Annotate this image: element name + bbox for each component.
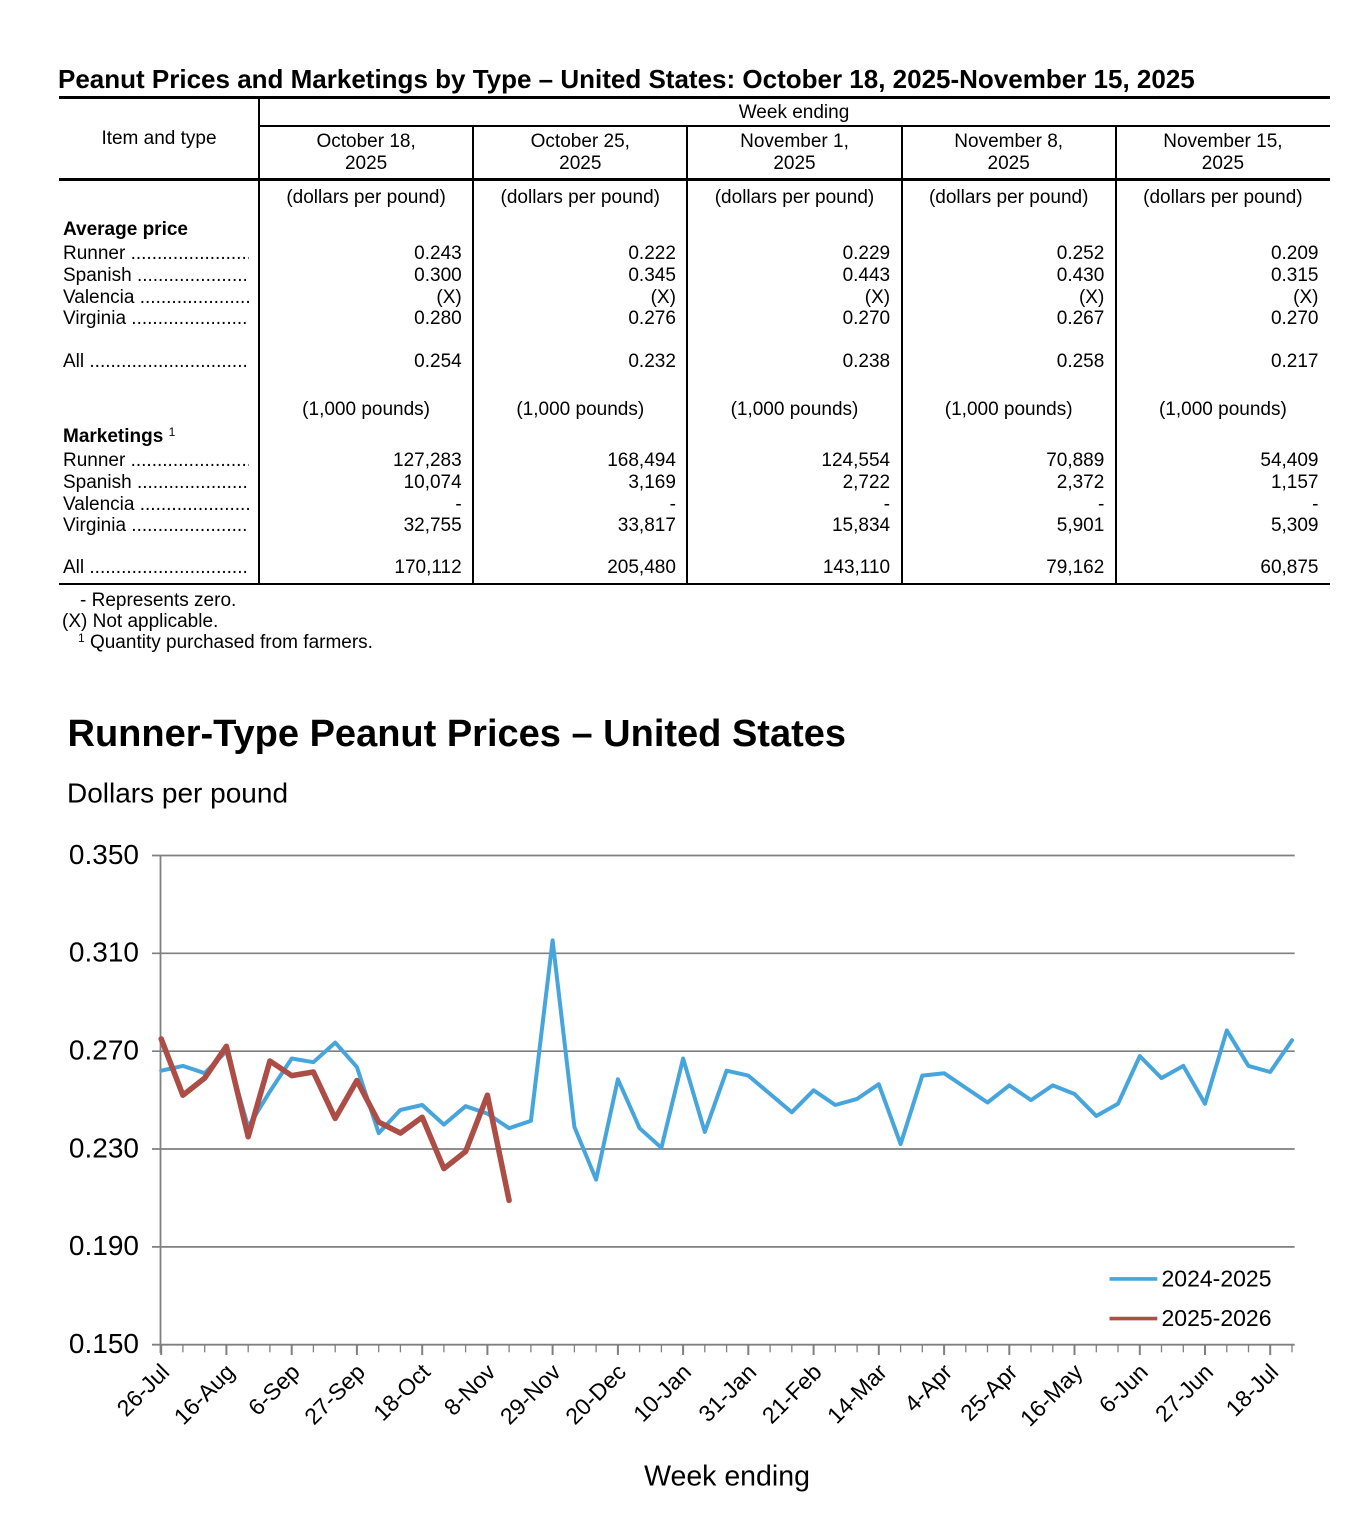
svg-text:6-Jun: 6-Jun [1094, 1359, 1153, 1418]
svg-text:2024-2025: 2024-2025 [1162, 1266, 1272, 1292]
svg-text:0.150: 0.150 [69, 1328, 139, 1359]
svg-text:0.230: 0.230 [69, 1132, 139, 1163]
svg-text:Dollars per pound: Dollars per pound [67, 778, 288, 809]
svg-text:26-Jul: 26-Jul [112, 1359, 175, 1422]
svg-text:27-Jun: 27-Jun [1150, 1359, 1218, 1427]
svg-text:31-Jan: 31-Jan [693, 1359, 761, 1427]
svg-text:4-Apr: 4-Apr [899, 1358, 957, 1416]
svg-text:29-Nov: 29-Nov [495, 1358, 566, 1429]
svg-text:Week ending: Week ending [644, 1461, 810, 1493]
svg-text:20-Dec: 20-Dec [560, 1359, 631, 1430]
svg-text:18-Oct: 18-Oct [368, 1358, 436, 1426]
svg-text:2025-2026: 2025-2026 [1162, 1305, 1272, 1331]
svg-text:18-Jul: 18-Jul [1221, 1359, 1284, 1422]
svg-text:27-Sep: 27-Sep [299, 1359, 370, 1430]
svg-text:0.350: 0.350 [69, 839, 139, 870]
svg-text:25-Apr: 25-Apr [955, 1358, 1022, 1425]
svg-text:0.310: 0.310 [69, 937, 139, 968]
svg-text:16-Aug: 16-Aug [169, 1359, 240, 1430]
svg-text:16-May: 16-May [1015, 1358, 1088, 1431]
svg-text:6-Sep: 6-Sep [243, 1359, 305, 1421]
svg-text:10-Jan: 10-Jan [628, 1359, 696, 1427]
svg-text:0.190: 0.190 [69, 1230, 139, 1261]
svg-text:0.270: 0.270 [69, 1035, 139, 1066]
svg-text:21-Feb: 21-Feb [757, 1359, 827, 1429]
svg-text:Runner-Type Peanut Prices – Un: Runner-Type Peanut Prices – United State… [68, 713, 847, 755]
svg-text:8-Nov: 8-Nov [439, 1358, 501, 1420]
svg-text:14-Mar: 14-Mar [822, 1358, 892, 1428]
